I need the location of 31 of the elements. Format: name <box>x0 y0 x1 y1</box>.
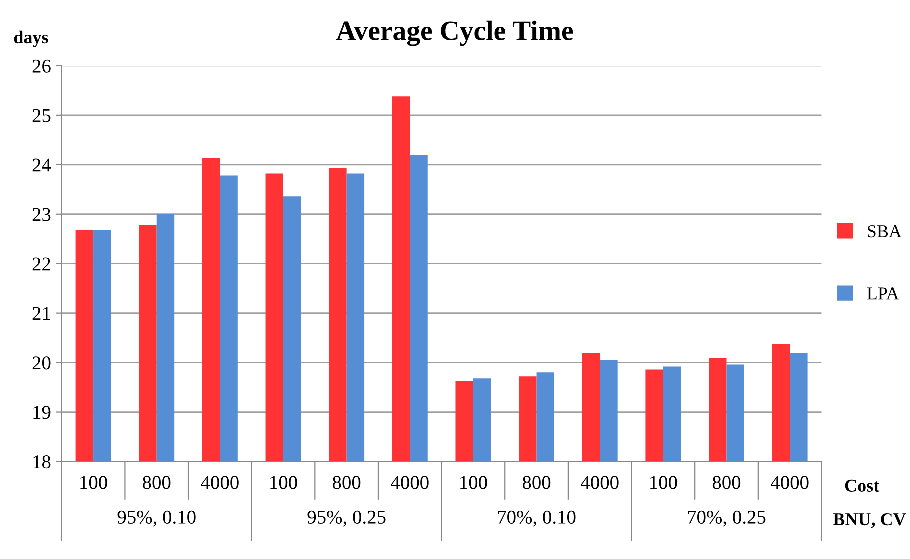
x-tick-label: 4000 <box>201 476 239 490</box>
y-tick-label: 19 <box>34 406 51 420</box>
y-tick-label: 20 <box>32 356 51 370</box>
x-tick-label: 100 <box>650 476 678 490</box>
y-tick-label: 21 <box>32 307 50 320</box>
x-tick-label: 800 <box>522 476 551 490</box>
y-tick-label: 18 <box>34 456 51 469</box>
legend-label: LPA <box>867 288 900 300</box>
y-axis-title: days <box>14 30 48 48</box>
x-tick-label: 4000 <box>581 476 619 490</box>
x-tick-label: 100 <box>80 476 108 490</box>
x-tick-label: 800 <box>143 476 171 490</box>
x-tick-label: 800 <box>712 476 741 490</box>
y-tick-label: 23 <box>32 208 51 222</box>
y-tick-label: 22 <box>32 258 50 271</box>
x-tick-label: 800 <box>332 476 361 490</box>
x-tick-label: 4000 <box>771 476 809 490</box>
y-tick-label: 25 <box>32 109 51 122</box>
x-tick-label: 100 <box>460 476 488 490</box>
legend-label: SBA <box>868 225 902 238</box>
text: 95%, 0.10 <box>118 510 196 527</box>
text: 70%, 0.10 <box>498 510 576 527</box>
text: 95%, 0.25 <box>308 510 386 527</box>
x-tick-label: 4000 <box>391 476 429 490</box>
x-tick-label: 100 <box>270 476 298 490</box>
y-tick-label: 26 <box>32 60 51 73</box>
y-tick-label: 24 <box>32 158 52 172</box>
text: BNU, CV <box>833 513 906 528</box>
chart-title: Average Cycle Time <box>336 20 574 46</box>
x-axis-title: Cost <box>845 480 880 492</box>
text: 70%, 0.25 <box>688 510 766 527</box>
